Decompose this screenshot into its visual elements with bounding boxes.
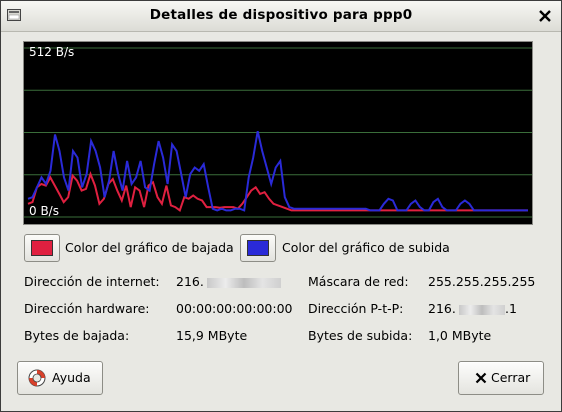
window-title: Detalles de dispositivo para ppp0 (149, 7, 413, 23)
close-button-label: Cerrar (491, 370, 531, 385)
bytes-sent-label: Bytes de subida: (308, 328, 413, 343)
graph-max-label: 512 B/s (29, 45, 75, 59)
lifebuoy-icon (28, 369, 46, 387)
close-icon (475, 372, 487, 384)
internet-address-label: Dirección de internet: (24, 274, 160, 289)
help-button-label: Ayuda (52, 370, 91, 385)
window-menu-icon[interactable] (7, 8, 21, 22)
title-bar[interactable]: Detalles de dispositivo para ppp0 (1, 1, 561, 32)
bytes-received-value: 15,9 MByte (176, 328, 248, 343)
upload-color-label: Color del gráfico de subida (282, 240, 450, 255)
help-button[interactable]: Ayuda (17, 361, 103, 395)
hardware-address-label: Dirección hardware: (24, 301, 150, 316)
upload-series-line (27, 130, 528, 212)
upload-color-button[interactable] (240, 234, 276, 262)
redacted-address (459, 305, 505, 315)
download-color-button[interactable] (24, 234, 60, 262)
graph-min-label: 0 B/s (29, 204, 59, 218)
close-button[interactable]: Cerrar (458, 361, 544, 395)
upload-color-swatch (247, 240, 269, 256)
close-icon (539, 10, 551, 22)
download-series-line (27, 171, 528, 213)
ptp-address-label: Dirección P-t-P: (308, 301, 404, 316)
hardware-address-value: 00:00:00:00:00:00 (176, 301, 293, 316)
bytes-received-label: Bytes de bajada: (24, 328, 130, 343)
redacted-address (207, 278, 281, 288)
traffic-graph-canvas (24, 47, 532, 218)
download-color-swatch (31, 240, 53, 256)
bytes-sent-value: 1,0 MByte (428, 328, 492, 343)
traffic-graph: 512 B/s 0 B/s (23, 41, 533, 225)
netmask-value: 255.255.255.255 (428, 274, 536, 289)
netmask-label: Máscara de red: (308, 274, 409, 289)
ptp-address-value: 216. .1 (428, 301, 517, 316)
window-close-button[interactable] (535, 6, 555, 26)
download-color-label: Color del gráfico de bajada (65, 240, 234, 255)
internet-address-value: 216. (176, 274, 281, 289)
